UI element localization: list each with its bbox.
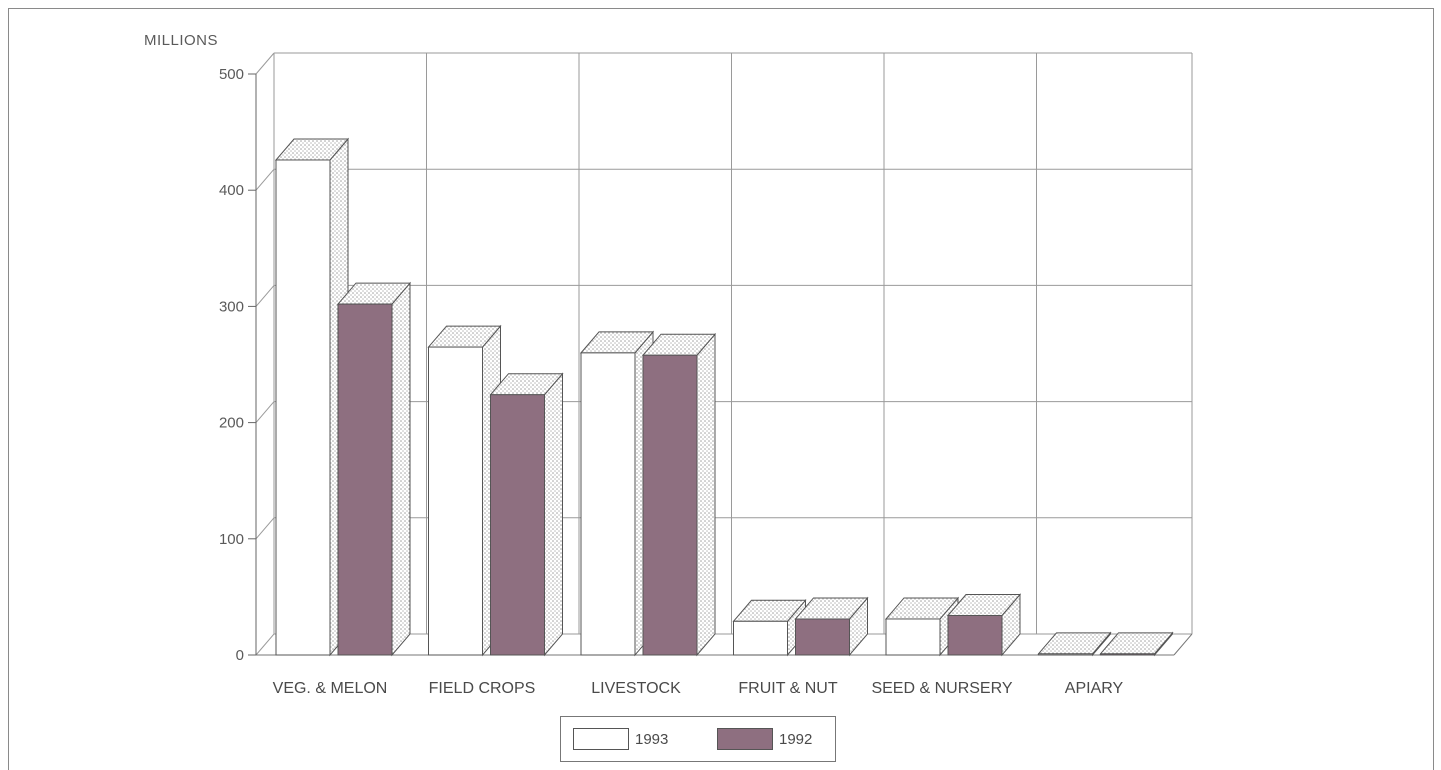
bar-1993-5	[1037, 631, 1112, 657]
bar-1993-0	[274, 137, 350, 657]
chart-frame	[8, 8, 1434, 770]
y-tick-label-500: 500	[219, 66, 244, 83]
bar-front-1993-5	[1038, 653, 1093, 656]
y-tick-label-200: 200	[219, 415, 244, 432]
x-tick-label-0: VEG. & MELON	[273, 680, 388, 697]
bar-1993-2	[579, 330, 655, 657]
side-grid-line-300	[255, 285, 275, 307]
category-labels: VEG. & MELON FIELD CROPS LIVESTOCK FRUIT & …	[273, 680, 1124, 697]
bar-1992-2	[641, 332, 717, 657]
legend: 1993 1992	[560, 716, 836, 762]
legend-swatch-1992	[717, 728, 773, 750]
bar-front-1993-1	[428, 346, 483, 656]
bar-front-1993-3	[733, 620, 788, 656]
side-grid-line-500	[255, 52, 275, 75]
bar-1992-1	[489, 372, 564, 657]
bar-front-1992-3	[795, 618, 850, 656]
x-tick-label-4: SEED & NURSERY	[871, 680, 1012, 697]
x-tick-label-2: LIVESTOCK	[591, 680, 681, 697]
bar-1993-4	[884, 596, 960, 657]
bar-side-1992-2	[696, 332, 716, 657]
bar-front-1993-2	[580, 352, 636, 656]
bar-front-1992-0	[337, 303, 393, 656]
floor-right-edge	[1173, 633, 1193, 656]
bar-1992-5	[1099, 631, 1174, 657]
side-grid-line-0	[255, 633, 275, 656]
y-tick-label-0: 0	[236, 647, 244, 664]
side-grid-line-100	[255, 517, 275, 540]
unit-label: MILLIONS	[144, 32, 219, 49]
bar-front-1993-0	[275, 159, 331, 656]
legend-item-1992: 1992	[717, 727, 812, 751]
bar-front-1993-4	[885, 618, 941, 656]
bar-top-1993-5	[1037, 632, 1112, 655]
grid	[255, 52, 1193, 656]
bar-1993-3	[732, 598, 807, 657]
bar-1992-0	[336, 281, 412, 657]
y-tick-label-400: 400	[219, 182, 244, 199]
y-tick-label-300: 300	[219, 298, 244, 315]
legend-label-1993: 1993	[635, 730, 669, 748]
bar-top-1992-5	[1099, 632, 1174, 655]
legend-label-1992: 1992	[779, 730, 813, 748]
bar-1992-4	[946, 593, 1022, 657]
x-tick-label-1: FIELD CROPS	[429, 680, 536, 697]
bar-front-1992-1	[490, 394, 545, 656]
side-grid-line-200	[255, 401, 275, 423]
x-tick-label-3: FRUIT & NUT	[738, 680, 837, 697]
bars	[274, 137, 1174, 657]
y-axis: 0 100 200 300 400 500	[219, 66, 257, 664]
bar-1992-3	[794, 596, 869, 657]
bar-side-1992-1	[544, 372, 563, 657]
legend-item-1993: 1993	[573, 727, 668, 751]
side-grid-line-400	[255, 168, 275, 191]
legend-swatch-1993	[573, 728, 629, 750]
bar-front-1992-4	[947, 614, 1003, 656]
bar-side-1992-0	[391, 281, 411, 657]
bar-front-1992-5	[1100, 653, 1155, 656]
bar-1993-1	[427, 324, 502, 657]
x-tick-label-5: APIARY	[1065, 680, 1124, 697]
bar-front-1992-2	[642, 354, 698, 656]
y-tick-label-100: 100	[219, 531, 244, 548]
